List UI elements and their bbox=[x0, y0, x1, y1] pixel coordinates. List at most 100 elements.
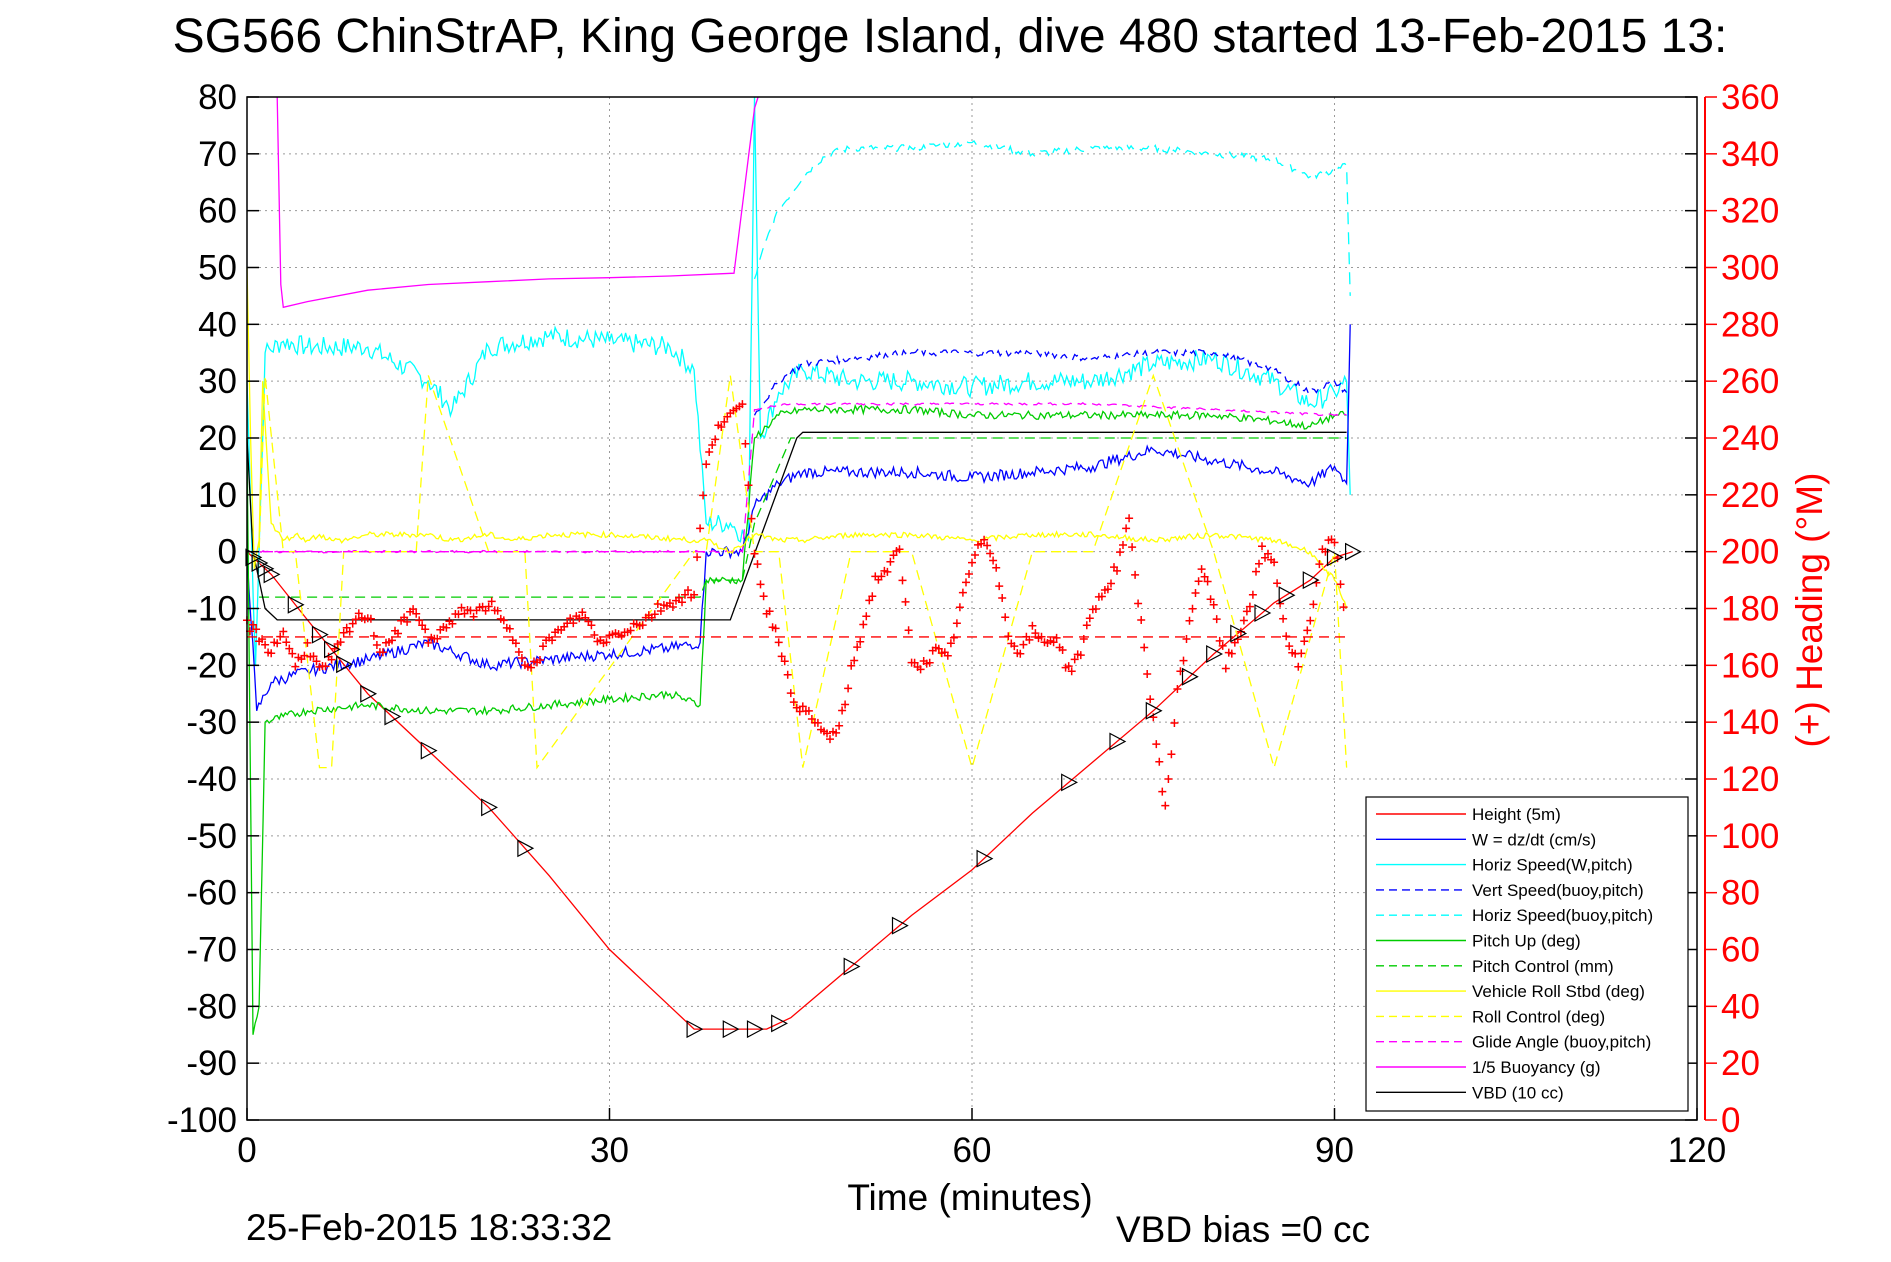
heading-marker bbox=[1276, 599, 1285, 608]
heading-marker bbox=[1113, 566, 1121, 575]
triangle-marker bbox=[1345, 542, 1362, 561]
heading-marker bbox=[886, 557, 895, 566]
triangle-marker bbox=[891, 916, 909, 935]
heading-marker bbox=[983, 541, 992, 550]
heading-marker bbox=[279, 627, 288, 636]
heading-marker bbox=[366, 614, 375, 623]
heading-marker bbox=[309, 652, 318, 661]
series-line-horiz-speed-w-pitch bbox=[246, 96, 1351, 666]
left-tick-label: 30 bbox=[198, 362, 237, 401]
left-tick-label: -90 bbox=[186, 1044, 237, 1083]
heading-marker bbox=[457, 603, 466, 612]
heading-marker bbox=[898, 576, 907, 585]
heading-marker bbox=[487, 597, 496, 606]
heading-marker bbox=[992, 563, 1001, 572]
heading-marker bbox=[753, 560, 762, 569]
heading-marker bbox=[741, 439, 750, 448]
heading-marker bbox=[835, 721, 844, 730]
right-tick-label: 40 bbox=[1721, 987, 1760, 1026]
heading-marker bbox=[958, 588, 967, 597]
series-line-1-5-buoyancy-g bbox=[276, 96, 759, 309]
heading-marker bbox=[968, 558, 976, 567]
heading-marker bbox=[442, 623, 451, 632]
heading-marker bbox=[962, 578, 970, 587]
heading-marker bbox=[1270, 558, 1279, 567]
right-tick-label: 260 bbox=[1721, 362, 1779, 401]
heading-marker bbox=[1336, 580, 1345, 589]
heading-marker bbox=[1212, 615, 1221, 624]
heading-marker bbox=[826, 735, 834, 744]
heading-marker bbox=[681, 590, 689, 599]
heading-marker bbox=[339, 628, 348, 637]
heading-marker bbox=[804, 706, 813, 715]
heading-marker bbox=[418, 621, 427, 630]
heading-marker bbox=[249, 620, 257, 629]
x-tick-label: 60 bbox=[953, 1131, 992, 1170]
legend-label: Horiz Speed(buoy,pitch) bbox=[1472, 906, 1653, 925]
heading-marker bbox=[448, 619, 457, 628]
heading-marker bbox=[711, 435, 720, 444]
heading-marker bbox=[403, 617, 412, 626]
heading-marker bbox=[856, 637, 865, 646]
left-tick-label: -40 bbox=[186, 760, 237, 799]
heading-marker bbox=[1146, 695, 1155, 704]
heading-marker bbox=[1167, 750, 1176, 759]
heading-marker bbox=[303, 638, 312, 647]
triangle-marker bbox=[1181, 667, 1199, 686]
triangle-marker bbox=[1254, 604, 1272, 622]
heading-marker bbox=[1173, 685, 1182, 693]
triangle-marker bbox=[257, 559, 275, 578]
heading-marker bbox=[590, 631, 599, 639]
heading-marker bbox=[1309, 600, 1318, 609]
heading-marker bbox=[1131, 570, 1140, 579]
left-tick-label: 40 bbox=[198, 305, 237, 344]
heading-marker bbox=[1306, 616, 1315, 625]
heading-marker bbox=[1330, 538, 1339, 547]
heading-marker bbox=[1076, 651, 1085, 660]
triangle-marker bbox=[1061, 773, 1078, 792]
heading-marker bbox=[1227, 649, 1236, 658]
heading-marker bbox=[995, 582, 1004, 591]
heading-marker bbox=[862, 612, 871, 621]
triangle-marker bbox=[1109, 732, 1127, 751]
heading-marker bbox=[656, 607, 665, 615]
heading-marker bbox=[312, 657, 321, 666]
x-tick-label: 120 bbox=[1668, 1131, 1726, 1170]
heading-marker bbox=[859, 620, 868, 629]
heading-marker bbox=[511, 639, 520, 648]
legend-label: W = dz/dt (cm/s) bbox=[1472, 830, 1596, 849]
vbd-bias: VBD bias =0 cc bbox=[1116, 1209, 1370, 1250]
heading-marker bbox=[587, 621, 596, 630]
triangle-marker bbox=[245, 548, 263, 567]
heading-marker bbox=[1143, 670, 1152, 678]
heading-marker bbox=[708, 441, 717, 449]
heading-marker bbox=[258, 635, 267, 644]
triangle-markers bbox=[245, 542, 1362, 1039]
right-tick-label: 320 bbox=[1721, 192, 1779, 231]
heading-marker bbox=[261, 640, 270, 649]
heading-marker bbox=[484, 602, 493, 611]
heading-marker bbox=[1245, 602, 1254, 611]
heading-markers bbox=[243, 400, 1348, 810]
heading-marker bbox=[986, 549, 995, 558]
right-tick-label: 160 bbox=[1721, 646, 1779, 685]
heading-marker bbox=[1252, 567, 1260, 576]
heading-marker bbox=[678, 598, 686, 607]
heading-marker bbox=[952, 619, 961, 628]
right-tick-label: 120 bbox=[1721, 760, 1779, 799]
left-tick-label: -50 bbox=[186, 817, 237, 856]
heading-marker bbox=[1215, 636, 1224, 645]
heading-marker bbox=[1082, 621, 1091, 630]
heading-marker bbox=[345, 627, 354, 636]
legend-label: 1/5 Buoyancy (g) bbox=[1472, 1058, 1601, 1077]
heading-marker bbox=[653, 600, 662, 608]
heading-marker bbox=[1206, 595, 1215, 604]
heading-marker bbox=[1119, 541, 1127, 549]
left-tick-label: -20 bbox=[186, 646, 237, 685]
right-tick-label: 360 bbox=[1721, 78, 1779, 117]
heading-marker bbox=[1155, 757, 1164, 766]
heading-marker bbox=[1164, 775, 1173, 783]
series-line-vert-speed-buoy-pitch bbox=[753, 348, 1348, 416]
heading-marker bbox=[1140, 643, 1149, 652]
